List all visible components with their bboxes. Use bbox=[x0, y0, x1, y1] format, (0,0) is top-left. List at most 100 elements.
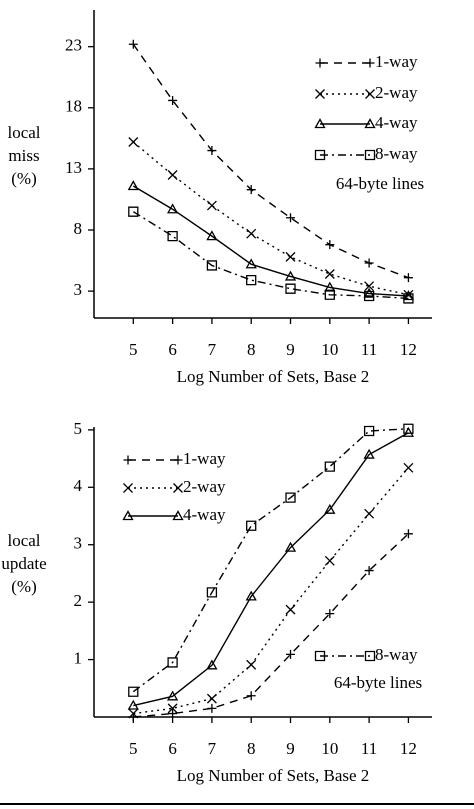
marker bbox=[364, 566, 374, 576]
x-tick-label: 7 bbox=[208, 739, 217, 758]
marker bbox=[127, 699, 139, 710]
marker bbox=[206, 659, 218, 670]
marker bbox=[168, 709, 178, 719]
legend-label: 4-way bbox=[375, 113, 418, 132]
series-line bbox=[133, 467, 409, 715]
marker bbox=[128, 137, 139, 147]
series-line bbox=[132, 211, 409, 300]
marker bbox=[246, 520, 257, 531]
marker bbox=[167, 230, 178, 242]
y-tick-label: 3 bbox=[74, 534, 83, 553]
marker bbox=[324, 269, 335, 279]
legend-label: 4-way bbox=[183, 505, 226, 524]
y-axis-label: (%) bbox=[11, 577, 36, 596]
marker bbox=[403, 293, 414, 304]
marker bbox=[285, 283, 296, 294]
marker bbox=[173, 483, 183, 493]
marker bbox=[284, 541, 297, 552]
series-line bbox=[132, 185, 409, 297]
marker bbox=[246, 185, 256, 195]
marker bbox=[245, 590, 257, 601]
marker bbox=[314, 149, 326, 161]
marker bbox=[173, 455, 183, 465]
marker bbox=[172, 510, 184, 521]
marker bbox=[206, 230, 218, 241]
x-tick-label: 11 bbox=[361, 739, 377, 758]
y-axis-label: miss bbox=[8, 146, 39, 165]
marker bbox=[325, 609, 335, 619]
marker bbox=[167, 657, 178, 668]
y-tick-label: 8 bbox=[74, 219, 83, 238]
marker bbox=[364, 508, 375, 519]
y-tick-label: 2 bbox=[74, 591, 83, 610]
x-tick-label: 6 bbox=[168, 340, 177, 359]
marker bbox=[284, 270, 297, 281]
marker bbox=[365, 89, 375, 99]
x-tick-label: 12 bbox=[400, 739, 417, 758]
x-tick-label: 9 bbox=[286, 340, 295, 359]
marker bbox=[285, 604, 296, 615]
marker bbox=[314, 650, 326, 662]
series-line bbox=[133, 432, 409, 707]
y-axis-label: (%) bbox=[11, 169, 36, 188]
series-line bbox=[132, 43, 409, 279]
marker bbox=[128, 39, 138, 49]
marker bbox=[363, 287, 375, 298]
marker bbox=[315, 58, 325, 68]
x-tick-label: 10 bbox=[321, 340, 338, 359]
legend-label: 2-way bbox=[375, 83, 418, 102]
y-tick-label: 18 bbox=[65, 97, 82, 116]
marker bbox=[402, 426, 415, 437]
marker bbox=[127, 180, 139, 191]
marker bbox=[324, 461, 335, 472]
y-tick-label: 13 bbox=[65, 158, 82, 177]
marker bbox=[128, 708, 139, 719]
series-line bbox=[132, 428, 409, 693]
x-tick-label: 8 bbox=[247, 739, 256, 758]
legend-label: 1-way bbox=[183, 449, 226, 468]
marker bbox=[166, 203, 179, 214]
annotation: 64-byte lines bbox=[334, 673, 422, 692]
marker bbox=[207, 703, 217, 713]
marker bbox=[364, 650, 376, 662]
marker bbox=[166, 690, 179, 701]
marker bbox=[168, 95, 178, 105]
x-tick-label: 11 bbox=[361, 340, 377, 359]
series-line bbox=[133, 533, 409, 718]
marker bbox=[285, 492, 296, 503]
marker bbox=[402, 290, 415, 301]
marker bbox=[403, 423, 414, 434]
y-tick-label: 23 bbox=[65, 36, 82, 55]
y-axis-label: local bbox=[7, 123, 40, 142]
marker bbox=[325, 240, 335, 250]
marker bbox=[206, 693, 217, 704]
annotation: 64-byte lines bbox=[336, 174, 424, 193]
marker bbox=[363, 448, 375, 459]
y-tick-label: 4 bbox=[74, 476, 83, 495]
x-tick-label: 10 bbox=[321, 739, 338, 758]
x-tick-label: 9 bbox=[286, 739, 295, 758]
marker bbox=[364, 258, 374, 268]
x-axis-label: Log Number of Sets, Base 2 bbox=[177, 766, 370, 785]
marker bbox=[246, 274, 257, 286]
y-axis-label: local bbox=[7, 531, 40, 550]
marker bbox=[246, 228, 257, 239]
marker bbox=[364, 281, 375, 292]
y-tick-label: 1 bbox=[74, 648, 83, 667]
marker bbox=[206, 587, 218, 598]
marker bbox=[285, 251, 296, 262]
marker bbox=[246, 659, 257, 670]
marker bbox=[314, 118, 326, 129]
x-tick-label: 6 bbox=[168, 739, 177, 758]
marker bbox=[206, 200, 217, 211]
marker bbox=[246, 691, 256, 701]
marker bbox=[403, 273, 413, 283]
marker bbox=[123, 455, 133, 465]
legend-label: 1-way bbox=[375, 52, 418, 71]
x-tick-label: 12 bbox=[400, 340, 417, 359]
marker bbox=[167, 170, 178, 180]
marker bbox=[206, 260, 218, 271]
marker bbox=[363, 425, 375, 437]
